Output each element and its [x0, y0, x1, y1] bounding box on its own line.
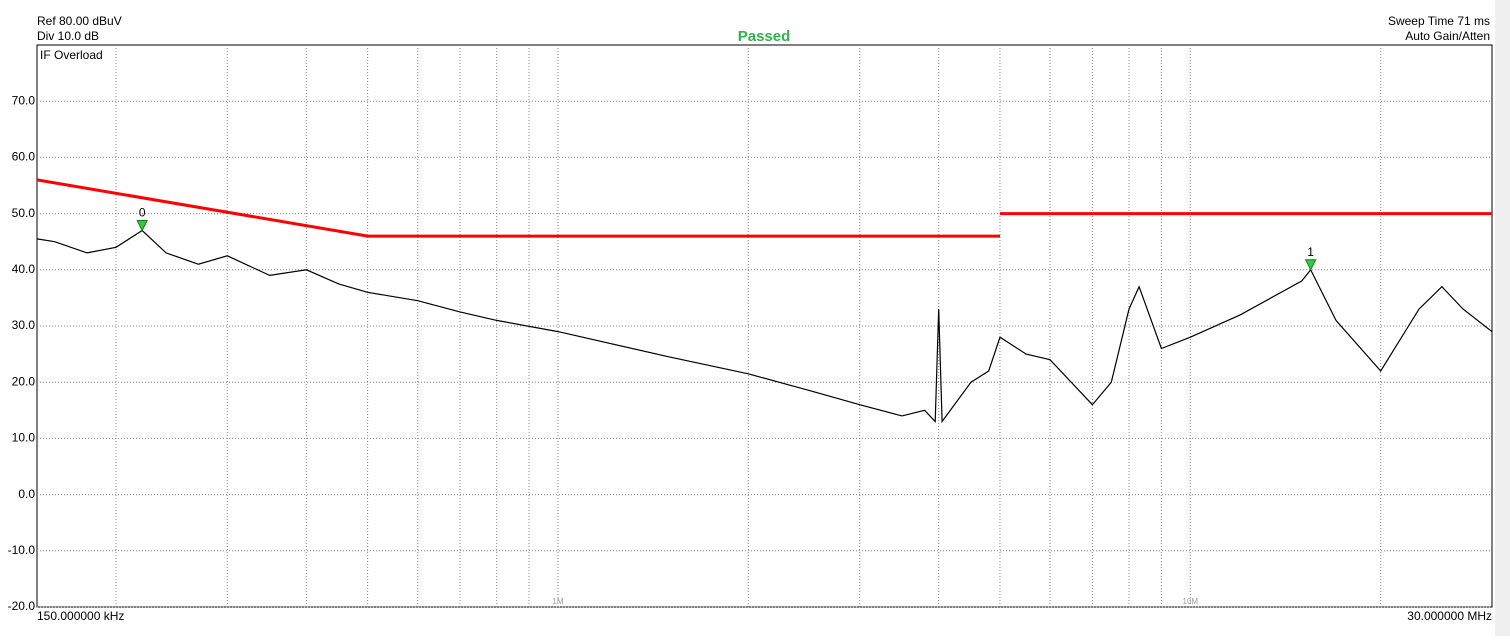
marker-label: 1	[1307, 245, 1314, 259]
gain-atten: Auto Gain/Atten	[1405, 29, 1490, 43]
status: Passed	[738, 28, 791, 45]
marker	[1304, 259, 1317, 271]
trace	[36, 229, 1493, 424]
y-tick-label: 60.0	[12, 150, 36, 164]
side-panel	[1495, 0, 1510, 636]
y-tick-label: -20.0	[8, 599, 36, 613]
sweep-time: Sweep Time 71 ms	[1388, 14, 1490, 28]
x-tick-label: 150.000000 kHz	[37, 609, 124, 623]
y-tick-label: 20.0	[12, 374, 36, 388]
overload-note: IF Overload	[40, 48, 103, 62]
division: Div 10.0 dB	[37, 29, 99, 43]
marker	[136, 219, 148, 232]
x-tick-label: 1M	[552, 597, 563, 606]
x-tick-label: 10M	[1183, 597, 1199, 606]
y-tick-label: 70.0	[12, 93, 36, 107]
y-tick-label: 10.0	[12, 431, 36, 445]
ref-level: Ref 80.00 dBuV	[37, 14, 122, 28]
x-tick-label: 30.000000 MHz	[1407, 609, 1492, 623]
y-tick-label: 0.0	[18, 487, 35, 501]
y-tick-label: -10.0	[8, 543, 36, 557]
y-tick-label: 30.0	[12, 318, 36, 332]
y-tick-label: 40.0	[12, 262, 36, 276]
limit-line	[36, 178, 1492, 238]
marker-label: 0	[139, 206, 146, 220]
y-tick-label: 50.0	[12, 206, 36, 220]
